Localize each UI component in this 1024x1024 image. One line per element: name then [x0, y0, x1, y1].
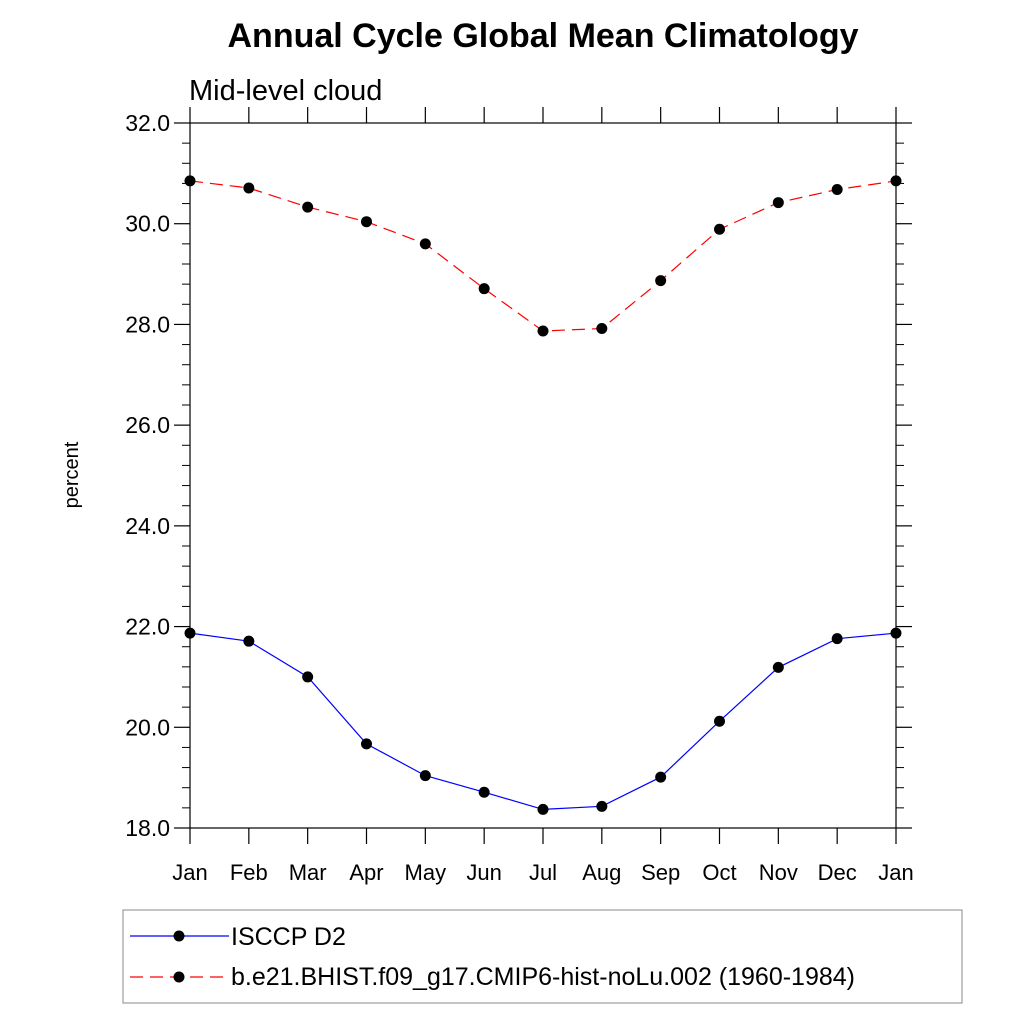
series-1-point [478, 283, 490, 295]
legend-marker-isccp [173, 930, 185, 942]
series-1-point [184, 175, 196, 187]
series-0-point [361, 738, 372, 750]
series-0-point [537, 803, 549, 815]
x-tick-label: Jun [466, 860, 501, 885]
x-tick-label: Oct [702, 860, 736, 885]
y-tick-label: 28.0 [125, 311, 170, 337]
legend: ISCCP D2 b.e21.BHIST.f09_g17.CMIP6-hist-… [122, 909, 963, 1004]
series-1-point [537, 325, 549, 337]
chart-subtitle: Mid-level cloud [189, 75, 382, 107]
chart-title: Annual Cycle Global Mean Climatology [228, 17, 859, 55]
series-1-point [302, 201, 314, 213]
series-0-point [831, 633, 843, 645]
series-1-point [890, 175, 902, 187]
series-0-point [655, 771, 667, 783]
x-ticks: Jan Feb Mar Apr May Jun Jul Aug Sep Oct Nov Dec Jan [172, 107, 914, 885]
plot-frame [189, 122, 897, 829]
x-tick-label: Aug [582, 860, 621, 885]
series-1-point [714, 223, 725, 235]
series-0-point [302, 671, 314, 683]
minor-ticks [182, 142, 904, 809]
series-0-point [714, 715, 725, 727]
y-tick-label: 18.0 [125, 815, 170, 841]
x-tick-label: Jan [172, 860, 207, 885]
y-tick-label: 24.0 [125, 513, 170, 539]
y-tick-label: 20.0 [125, 714, 170, 740]
series-0-point [890, 627, 902, 639]
series-1-point [243, 182, 255, 194]
legend-label-isccp: ISCCP D2 [231, 923, 346, 951]
series-1-point [596, 322, 608, 334]
series-1-point [655, 275, 667, 287]
y-axis-label: percent [61, 441, 83, 508]
legend-frame [122, 909, 963, 1004]
y-tick-label: 30.0 [125, 211, 170, 237]
series-group [184, 175, 902, 815]
series-1-point [772, 197, 784, 209]
series-line-0 [189, 632, 897, 811]
x-tick-label: Jan [878, 860, 913, 885]
series-0-point [478, 786, 490, 798]
series-0-point [419, 770, 431, 782]
x-tick-label: Feb [230, 860, 268, 885]
x-tick-label: Apr [349, 860, 383, 885]
x-tick-label: Jul [529, 860, 557, 885]
series-1-point [361, 216, 372, 228]
x-tick-label: Mar [289, 860, 327, 885]
y-tick-label: 22.0 [125, 614, 170, 640]
x-tick-label: Nov [759, 860, 798, 885]
series-1-point [419, 238, 431, 250]
y-ticks: 18.0 20.0 22.0 24.0 26.0 28.0 30.0 32.0 [125, 110, 912, 841]
series-0-point [243, 635, 255, 647]
series-0-point [184, 627, 196, 639]
y-tick-label: 32.0 [125, 110, 170, 136]
series-0-point [596, 800, 608, 812]
x-tick-label: Sep [641, 860, 680, 885]
y-tick-label: 26.0 [125, 412, 170, 438]
x-tick-label: May [405, 860, 447, 885]
x-tick-label: Dec [818, 860, 857, 885]
series-line-1 [189, 180, 897, 332]
series-1-point [831, 183, 843, 195]
legend-label-cmip6: b.e21.BHIST.f09_g17.CMIP6-hist-noLu.002 … [231, 963, 855, 991]
series-0-point [772, 661, 784, 673]
legend-marker-cmip6 [173, 971, 185, 983]
